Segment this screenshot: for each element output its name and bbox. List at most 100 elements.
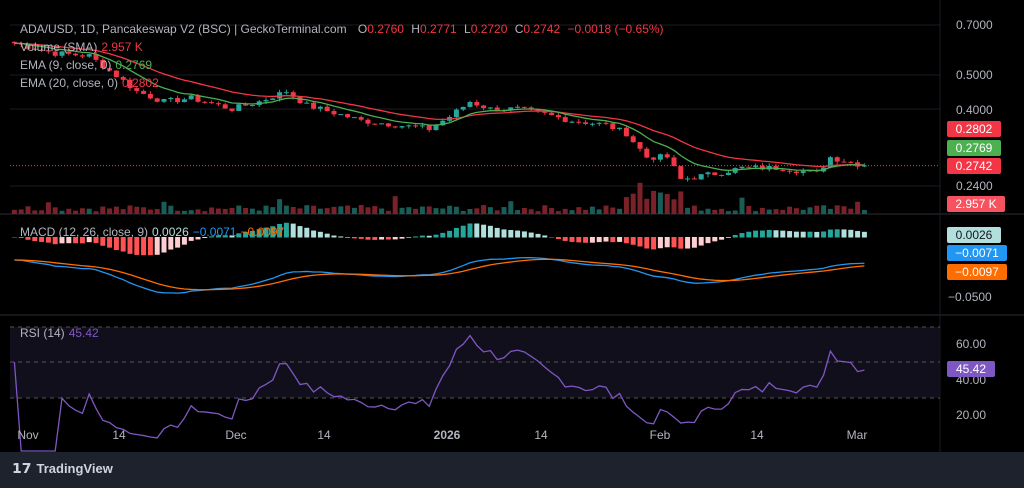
volume-bar [657, 192, 663, 214]
macd-histogram-bar [576, 237, 582, 243]
macd-histogram-bar [453, 227, 459, 238]
macd-histogram-bar [562, 237, 568, 241]
candle-body [657, 154, 663, 160]
macd-histogram-bar [256, 229, 262, 238]
price-tick: 0.7000 [956, 18, 993, 32]
macd-histogram-bar [651, 237, 657, 250]
candle-body [120, 77, 126, 80]
change-value: −0.0018 (−0.65%) [567, 22, 664, 36]
macd-value: −0.0071 [192, 225, 237, 239]
candle-body [147, 93, 153, 99]
open-label: O [357, 22, 368, 36]
volume-bar [555, 211, 561, 214]
volume-bar [719, 208, 725, 214]
candle-body [127, 79, 133, 89]
candle-body [753, 165, 759, 167]
signal-line [14, 258, 865, 291]
candle-body [181, 99, 187, 103]
macd-histogram-bar [113, 237, 119, 251]
volume-bar [746, 205, 752, 214]
volume-bar [664, 193, 670, 214]
volume-bar [501, 207, 507, 214]
volume-bar [841, 206, 847, 214]
macd-histogram-bar [487, 225, 493, 238]
macd-histogram-bar [787, 231, 793, 238]
rsi-legend[interactable]: RSI (14) 45.42 [20, 326, 99, 340]
macd-histogram-bar [147, 237, 153, 256]
volume-legend[interactable]: Volume (SMA) 2.957 K [20, 40, 143, 54]
volume-bar [385, 210, 391, 214]
candle-body [134, 88, 140, 91]
macd-histogram-bar [827, 229, 833, 238]
candle-body [787, 170, 793, 172]
candle-body [249, 105, 255, 107]
ema20-value: 0.2802 [122, 76, 159, 90]
volume-label: Volume (SMA) [20, 40, 98, 54]
volume-bar [168, 205, 174, 214]
chart-canvas[interactable] [0, 0, 1024, 452]
volume-value: 2.957 K [101, 40, 143, 54]
high-value: 0.2771 [419, 22, 457, 36]
candle-body [113, 70, 119, 78]
candle-body [236, 104, 242, 111]
macd-histogram-bar [426, 235, 432, 238]
macd-histogram-bar [596, 237, 602, 243]
candle-body [202, 101, 208, 103]
candle-body [440, 120, 446, 126]
candle-body [154, 98, 160, 102]
volume-bar [725, 211, 731, 214]
candle-body [589, 123, 595, 125]
time-tick: 14 [112, 428, 126, 442]
macd-histogram-bar [474, 223, 480, 238]
rsi-value: 45.42 [68, 326, 99, 340]
macd-histogram-bar [52, 237, 58, 245]
volume-tag: 2.957 K [947, 196, 1005, 212]
candle-body [651, 157, 657, 160]
volume-bar [759, 207, 765, 214]
candle-body [338, 114, 344, 116]
ema20-legend[interactable]: EMA (20, close, 0) 0.2802 [20, 76, 159, 90]
volume-bar [848, 208, 854, 214]
volume-bar [120, 209, 126, 214]
macd-histogram-bar [331, 235, 337, 238]
volume-bar [698, 210, 704, 214]
macd-histogram-bar [45, 237, 51, 243]
macd-legend[interactable]: MACD (12, 26, close, 9) 0.0026 −0.0071 −0.0… [20, 225, 284, 239]
candle-body [392, 126, 398, 128]
volume-bar [535, 211, 541, 214]
macd-histogram-bar [725, 237, 731, 238]
candle-body [25, 44, 31, 49]
volume-bar [283, 205, 289, 214]
macd-histogram-bar [195, 237, 201, 240]
macd-histogram-bar [317, 231, 323, 238]
time-tick: 14 [534, 428, 548, 442]
macd-histogram-bar [433, 234, 439, 238]
candle-body [270, 98, 276, 101]
time-tick: 14 [750, 428, 764, 442]
tradingview-logo[interactable]: 𝟭𝟳 TradingView [12, 460, 113, 477]
macd-histogram-bar [338, 236, 344, 238]
volume-bar [134, 206, 140, 214]
candle-body [712, 172, 718, 175]
candle-body [759, 165, 765, 170]
macd-histogram-bar [623, 237, 629, 244]
volume-bar [739, 197, 745, 214]
candle-body [93, 54, 99, 60]
ema9-legend[interactable]: EMA (9, close, 0) 0.2769 [20, 58, 152, 72]
candle-body [603, 122, 609, 124]
volume-bar [515, 210, 521, 214]
symbol-title: ADA/USD, 1D, Pancakeswap V2 (BSC) | Geck… [20, 22, 347, 36]
candle-body [209, 102, 215, 104]
volume-bar [487, 207, 493, 214]
macd-histogram-bar [528, 232, 534, 238]
candle-body [32, 48, 38, 50]
macd-histogram-bar [549, 237, 555, 238]
volume-bar [494, 210, 500, 214]
candle-body [861, 165, 867, 167]
volume-bar [147, 209, 153, 214]
volume-bar [712, 209, 718, 214]
macd-histogram-bar [521, 231, 527, 238]
volume-bar [834, 205, 840, 214]
macd-histogram-bar [685, 237, 691, 249]
volume-bar [297, 208, 303, 214]
